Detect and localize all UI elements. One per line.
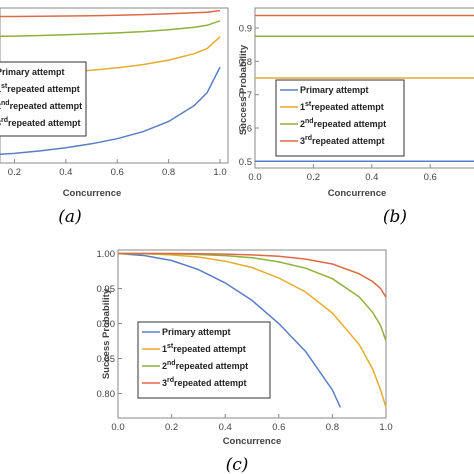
legend-entry: 3rdrepeated attempt bbox=[0, 117, 81, 128]
legend-box bbox=[137, 321, 271, 399]
legend-entry: Primary attempt bbox=[300, 85, 369, 95]
series-line-primary bbox=[0, 66, 221, 156]
x-tick-label: 0.8 bbox=[162, 167, 175, 178]
x-tick-label: 0.8 bbox=[326, 422, 339, 433]
y-tick-label: 0.95 bbox=[97, 284, 116, 295]
legend-entry: 2ndrepeated attempt bbox=[162, 360, 248, 371]
y-tick-label: 1.00 bbox=[97, 249, 116, 260]
x-tick-label: 1.0 bbox=[379, 422, 392, 433]
y-axis-label: Success Probability bbox=[101, 288, 112, 379]
panel-caption: (c) bbox=[226, 455, 249, 474]
legend-box bbox=[0, 61, 87, 137]
y-tick-label: 0.9 bbox=[239, 24, 252, 35]
series-line-primary bbox=[117, 252, 342, 408]
x-axis-label: Concurrence bbox=[63, 188, 122, 199]
legend-entry: 1strepeated attempt bbox=[162, 343, 246, 354]
panel-caption: (b) bbox=[383, 207, 407, 227]
panel-b-chart: 0.0 0.2 0.4 0.6 0.5 0.6 0.7 0.8 0.9 Primary attem… bbox=[238, 7, 474, 227]
series-line-repeat-2 bbox=[0, 20, 221, 38]
x-tick-label: 0.6 bbox=[424, 172, 437, 183]
y-tick-label: 0.7 bbox=[239, 90, 252, 101]
x-axis-label: Concurrence bbox=[223, 436, 282, 447]
legend-entry: 1strepeated attempt bbox=[0, 83, 80, 94]
y-tick-label: 0.80 bbox=[97, 389, 116, 400]
x-tick-label: 0.0 bbox=[248, 172, 261, 183]
x-tick-label: 0.2 bbox=[8, 167, 21, 178]
plot-frame bbox=[117, 249, 387, 419]
x-tick-label: 0.2 bbox=[165, 422, 178, 433]
legend-entry: 3rdrepeated attempt bbox=[300, 135, 385, 146]
x-tick-label: 0.0 bbox=[111, 422, 124, 433]
x-tick-label: 0.4 bbox=[219, 422, 232, 433]
series-line-repeat-3 bbox=[0, 9, 221, 18]
legend-entry: 2ndrepeated attempt bbox=[0, 100, 82, 111]
x-tick-label: 0.6 bbox=[111, 167, 124, 178]
x-tick-label: 0.4 bbox=[365, 172, 378, 183]
x-tick-label: 0.6 bbox=[272, 422, 285, 433]
series-line-repeat-1 bbox=[117, 252, 387, 408]
legend-box bbox=[275, 79, 405, 157]
series-line-repeat-3 bbox=[118, 252, 387, 298]
y-tick-label: 0.90 bbox=[97, 319, 116, 330]
x-tick-label: 1.0 bbox=[213, 167, 226, 178]
y-tick-label: 0.6 bbox=[239, 124, 252, 135]
plot-frame bbox=[254, 7, 474, 169]
legend-entry: 3rdrepeated attempt bbox=[162, 377, 247, 388]
x-axis-label: Concurrence bbox=[328, 188, 387, 199]
legend-entry: 1strepeated attempt bbox=[300, 101, 384, 112]
panel-caption: (a) bbox=[58, 207, 81, 227]
legend-entry: Primary attempt bbox=[0, 67, 65, 77]
panel-a-chart: 0.2 0.4 0.6 0.8 1.0 Primary attempt 1strepeate… bbox=[0, 7, 229, 227]
y-tick-label: 0.8 bbox=[239, 57, 252, 68]
y-axis-label: Success Probability bbox=[238, 44, 249, 135]
legend-entry: Primary attempt bbox=[162, 327, 231, 337]
y-tick-label: 0.85 bbox=[97, 354, 116, 365]
y-tick-label: 0.5 bbox=[239, 157, 252, 168]
plot-frame bbox=[0, 7, 229, 164]
legend-entry: 2ndrepeated attempt bbox=[300, 118, 386, 129]
x-tick-label: 0.4 bbox=[59, 167, 72, 178]
x-tick-label: 0.2 bbox=[307, 172, 320, 183]
panel-c-chart: 0.0 0.2 0.4 0.6 0.8 1.0 0.80 0.85 0.90 0.95 1.00 Pr… bbox=[97, 249, 393, 474]
